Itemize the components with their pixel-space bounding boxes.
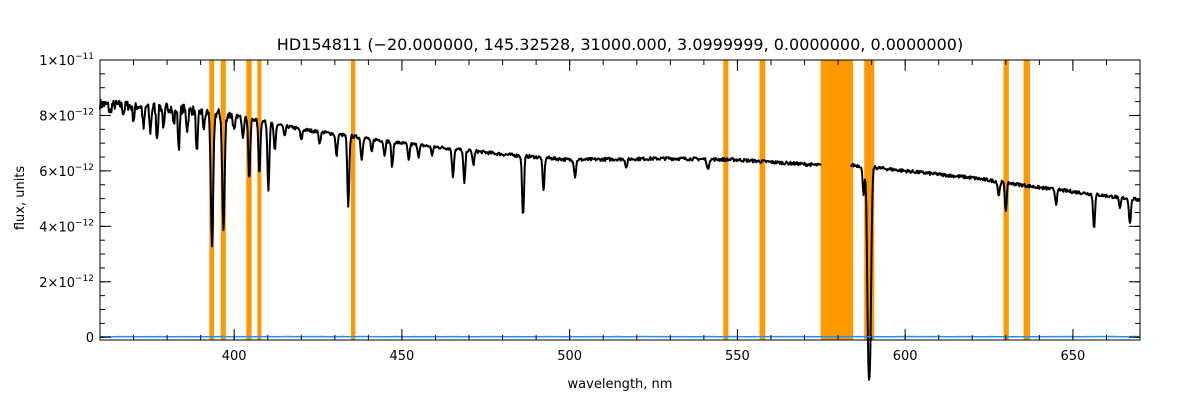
y-tick-label: 4×10−12 [39,218,94,235]
masked-region-4 [350,60,356,340]
y-tick-base: 6×10 [39,165,75,180]
y-tick-exponent: −11 [75,52,94,62]
masked-region-6 [759,60,766,340]
x-tick-label: 450 [390,349,415,364]
x-tick-label: 500 [557,349,582,364]
y-tick-exponent: −12 [75,274,94,284]
masked-region-3 [257,60,262,340]
y-tick-base: 1×10 [39,54,75,69]
x-tick-label: 400 [222,349,247,364]
y-tick-base: 0 [86,331,94,346]
plot-frame [99,59,1141,341]
x-axis-title: wavelength, nm [568,377,673,392]
masked-region-10 [1023,60,1030,340]
y-axis-title: flux, units [13,166,28,231]
y-tick-exponent: −12 [75,163,94,173]
y-tick-exponent: −12 [75,107,94,117]
y-tick-base: 8×10 [39,109,75,124]
x-tick-label: 600 [893,349,918,364]
masked-region-5 [723,60,729,340]
chart-title: HD154811 (−20.000000, 145.32528, 31000.0… [277,35,963,54]
y-tick-exponent: −12 [75,218,94,228]
y-tick-label: 6×10−12 [39,163,94,180]
y-tick-base: 2×10 [39,276,75,291]
spectrum-series [99,99,1141,381]
masked-region-7 [820,60,854,340]
y-tick-label: 2×10−12 [39,274,94,291]
y-tick-label: 8×10−12 [39,107,94,124]
x-tick-label: 650 [1060,349,1085,364]
masked-region-2 [246,60,252,340]
masked-region-8 [864,60,875,340]
y-tick-label: 1×10−11 [39,52,94,69]
axes: 400 450 500 550 600 65002×10−124×10−126×10−12… [39,52,1141,364]
spectrum-line [99,99,1141,381]
x-tick-label: 550 [725,349,750,364]
y-tick-base: 4×10 [39,220,75,235]
y-tick-label: 0 [86,331,94,346]
